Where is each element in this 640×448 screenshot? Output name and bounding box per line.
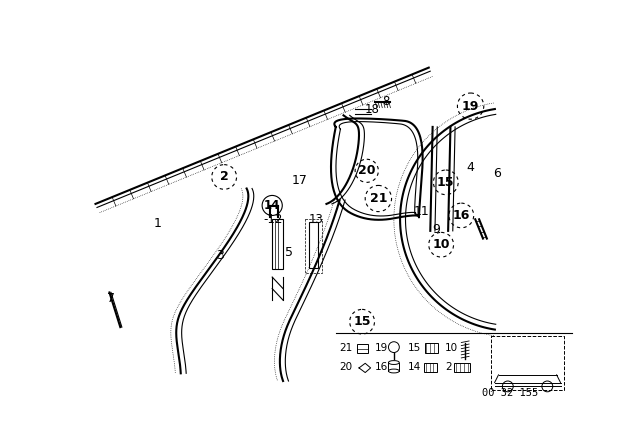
Text: 21: 21 xyxy=(340,343,353,353)
Text: 15: 15 xyxy=(408,343,421,353)
Text: 18: 18 xyxy=(364,103,380,116)
Text: 11: 11 xyxy=(413,205,429,218)
Text: 19: 19 xyxy=(462,99,479,112)
Text: 19: 19 xyxy=(374,343,388,353)
Text: 14: 14 xyxy=(264,199,280,212)
Text: -12: -12 xyxy=(264,213,283,226)
Text: 5: 5 xyxy=(285,246,292,259)
Bar xyxy=(358,344,368,353)
Text: 16: 16 xyxy=(374,362,388,372)
Text: 21: 21 xyxy=(370,192,387,205)
Text: 6: 6 xyxy=(493,167,501,180)
Bar xyxy=(424,362,437,372)
Text: 2: 2 xyxy=(220,170,228,184)
Text: 17: 17 xyxy=(292,174,307,187)
Bar xyxy=(305,220,322,273)
Text: 10: 10 xyxy=(433,238,450,251)
Bar xyxy=(454,362,470,372)
Text: 14: 14 xyxy=(408,362,421,372)
Bar xyxy=(308,222,318,268)
Text: 2: 2 xyxy=(445,362,452,372)
Text: 10: 10 xyxy=(445,343,458,353)
Text: 7: 7 xyxy=(107,292,115,305)
Text: 00 32 155: 00 32 155 xyxy=(482,388,538,397)
Text: 13: 13 xyxy=(308,213,323,226)
Text: 20: 20 xyxy=(340,362,353,372)
Text: 9: 9 xyxy=(433,223,440,236)
Text: 4: 4 xyxy=(466,161,474,174)
Text: 16: 16 xyxy=(452,209,470,222)
Text: 8: 8 xyxy=(382,95,390,108)
Text: 1: 1 xyxy=(154,217,161,230)
Text: 20: 20 xyxy=(358,164,376,177)
Text: 3: 3 xyxy=(216,249,223,262)
Bar xyxy=(272,220,283,269)
Text: 15: 15 xyxy=(437,176,454,189)
Bar xyxy=(425,343,438,353)
Text: 15: 15 xyxy=(353,315,371,328)
